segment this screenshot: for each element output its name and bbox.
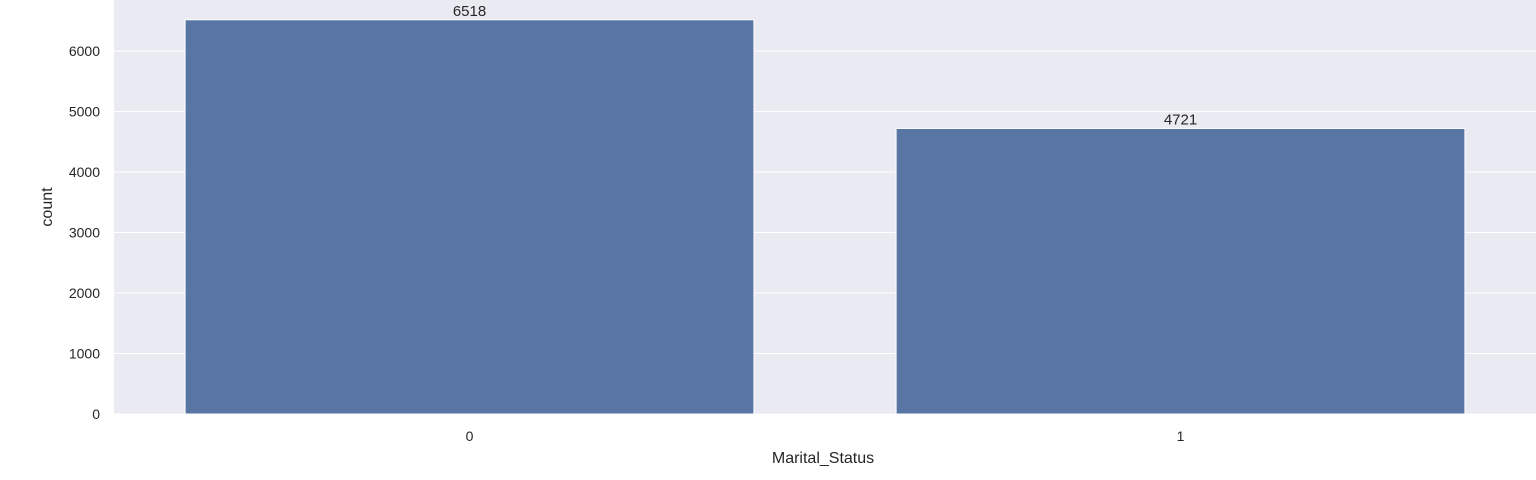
x-tick-label: 1: [1177, 428, 1185, 444]
bars: [184, 19, 1466, 415]
data-labels: 6518 4721: [453, 3, 1197, 129]
y-tick-label: 2000: [69, 285, 100, 301]
y-tick-label: 3000: [69, 225, 100, 241]
bar: [184, 19, 755, 415]
y-axis-label: count: [39, 187, 56, 227]
y-axis-ticks: 0 1000 2000 3000 4000 5000 6000: [69, 43, 100, 422]
data-label: 6518: [453, 3, 486, 20]
y-tick-label: 5000: [69, 104, 100, 120]
y-tick-label: 6000: [69, 43, 100, 59]
x-axis-label: Marital_Status: [772, 450, 874, 467]
y-tick-label: 4000: [69, 164, 100, 180]
y-tick-label: 1000: [69, 346, 100, 362]
bar: [895, 127, 1466, 415]
y-tick-label: 0: [92, 406, 100, 422]
data-label: 4721: [1164, 111, 1197, 128]
x-tick-label: 0: [466, 428, 474, 444]
